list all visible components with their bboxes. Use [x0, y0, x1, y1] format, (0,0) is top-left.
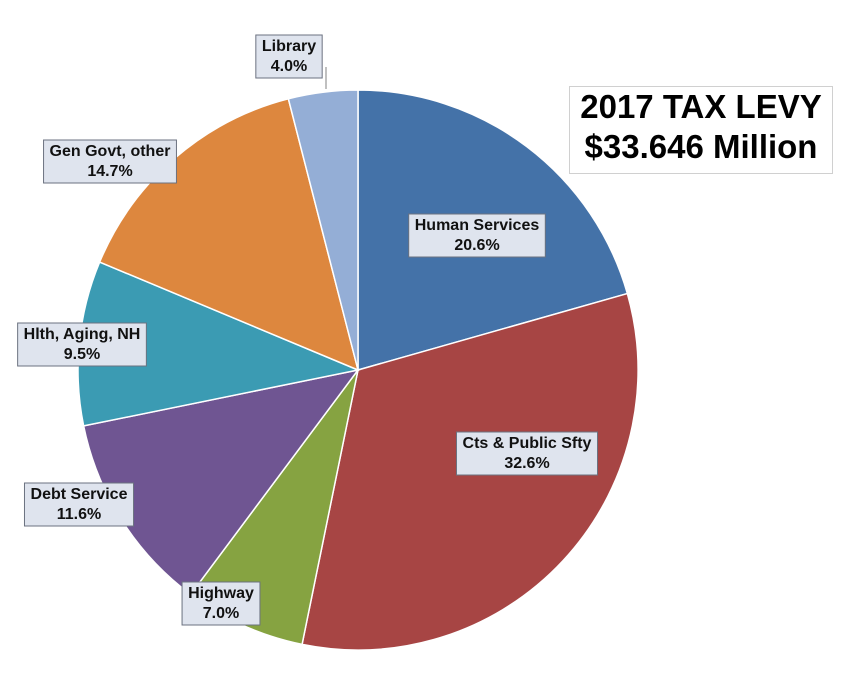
label-box-library — [255, 34, 323, 79]
slice-value-library: 4.0% — [271, 58, 307, 75]
label-box-debt-service — [23, 482, 135, 527]
data-label-human-services: Human Services 20.6% — [408, 213, 546, 258]
data-label-debt-service: Debt Service 11.6% — [23, 482, 135, 527]
label-box-gen-govt-other — [43, 139, 177, 184]
slice-value-highway: 7.0% — [203, 605, 239, 622]
data-label-hlth-aging-nh: Hlth, Aging, NH 9.5% — [17, 322, 147, 367]
label-box-highway — [181, 581, 261, 626]
slice-value-cts-public-sfty: 32.6% — [504, 455, 549, 472]
slice-value-hlth-aging-nh: 9.5% — [64, 346, 100, 363]
slice-label-human-services: Human Services — [415, 217, 540, 234]
data-label-cts-public-sfty: Cts & Public Sfty 32.6% — [455, 431, 599, 476]
slice-label-library: Library — [262, 38, 316, 55]
label-box-hlth-aging-nh — [17, 322, 147, 367]
data-label-gen-govt-other: Gen Govt, other 14.7% — [43, 139, 177, 184]
slice-value-debt-service: 11.6% — [57, 506, 101, 523]
label-box-cts-public-sfty — [455, 431, 599, 476]
slice-label-highway: Highway — [188, 585, 254, 602]
chart-title: 2017 TAX LEVY — [580, 88, 822, 125]
data-label-highway: Highway 7.0% — [181, 581, 261, 626]
slice-label-cts-public-sfty: Cts & Public Sfty — [463, 435, 592, 452]
slice-value-human-services: 20.6% — [454, 237, 499, 254]
slice-label-gen-govt-other: Gen Govt, other — [50, 143, 171, 160]
slice-labels: Human Services 20.6% Cts & Public Sfty 32.6… — [17, 34, 599, 626]
chart-title-box: 2017 TAX LEVY $33.646 Million — [569, 86, 833, 174]
slice-value-gen-govt-other: 14.7% — [87, 163, 132, 180]
data-label-library: Library 4.0% — [255, 34, 323, 79]
chart-subtitle: $33.646 Million — [584, 128, 818, 165]
slice-label-hlth-aging-nh: Hlth, Aging, NH — [24, 326, 141, 343]
slice-label-debt-service: Debt Service — [31, 486, 128, 503]
pie-slice-library — [287, 89, 359, 371]
label-box-human-services — [408, 213, 546, 258]
